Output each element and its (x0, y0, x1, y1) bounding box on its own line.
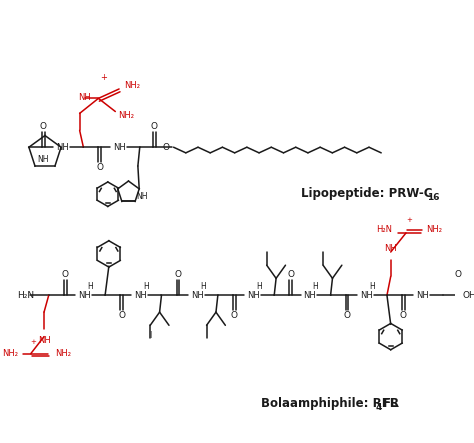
Text: NH: NH (247, 291, 260, 300)
Text: NH₂: NH₂ (2, 349, 18, 358)
Text: Bolaamphiphile: RFL: Bolaamphiphile: RFL (261, 397, 397, 410)
Text: H: H (256, 282, 262, 291)
Text: NH: NH (56, 143, 69, 152)
Text: O: O (455, 270, 461, 279)
Text: H: H (144, 282, 149, 291)
Text: |: | (149, 331, 151, 338)
Text: O: O (118, 311, 125, 320)
Text: NH₂: NH₂ (55, 349, 71, 358)
Text: H: H (87, 282, 93, 291)
Text: +: + (407, 217, 412, 223)
Text: O: O (344, 311, 351, 320)
Text: NH: NH (113, 143, 126, 152)
Text: H: H (200, 282, 206, 291)
Text: NH: NH (37, 155, 49, 163)
Text: NH: NH (360, 291, 373, 300)
Text: O: O (163, 143, 170, 152)
Text: NH: NH (191, 291, 203, 300)
Text: NH: NH (384, 244, 397, 253)
Text: NH: NH (303, 291, 316, 300)
Text: NH: NH (78, 93, 91, 102)
Text: NH: NH (78, 291, 91, 300)
Text: H₂N: H₂N (17, 291, 34, 300)
Text: NH: NH (136, 191, 147, 201)
Text: NH₂: NH₂ (124, 81, 140, 90)
Text: H: H (369, 282, 375, 291)
Text: O: O (287, 270, 294, 279)
Text: NH: NH (37, 336, 50, 345)
Text: O: O (62, 270, 69, 279)
Text: O: O (151, 122, 158, 131)
Text: Lipopeptide: PRW-C: Lipopeptide: PRW-C (301, 187, 432, 200)
Text: OH: OH (463, 291, 474, 300)
Text: O: O (174, 270, 182, 279)
Text: FR: FR (383, 397, 401, 410)
Text: 16: 16 (428, 193, 440, 202)
Text: O: O (400, 311, 407, 320)
Text: NH: NH (416, 291, 429, 300)
Text: H₂N: H₂N (377, 225, 392, 234)
Text: NH: NH (135, 291, 147, 300)
Text: NH₂: NH₂ (427, 225, 442, 234)
Text: O: O (231, 311, 238, 320)
Text: 4: 4 (376, 403, 382, 412)
Text: NH₂: NH₂ (118, 111, 135, 120)
Text: O: O (40, 122, 47, 131)
Text: H: H (313, 282, 319, 291)
Text: +: + (30, 339, 36, 345)
Text: O: O (96, 163, 103, 172)
Text: +: + (100, 73, 108, 82)
